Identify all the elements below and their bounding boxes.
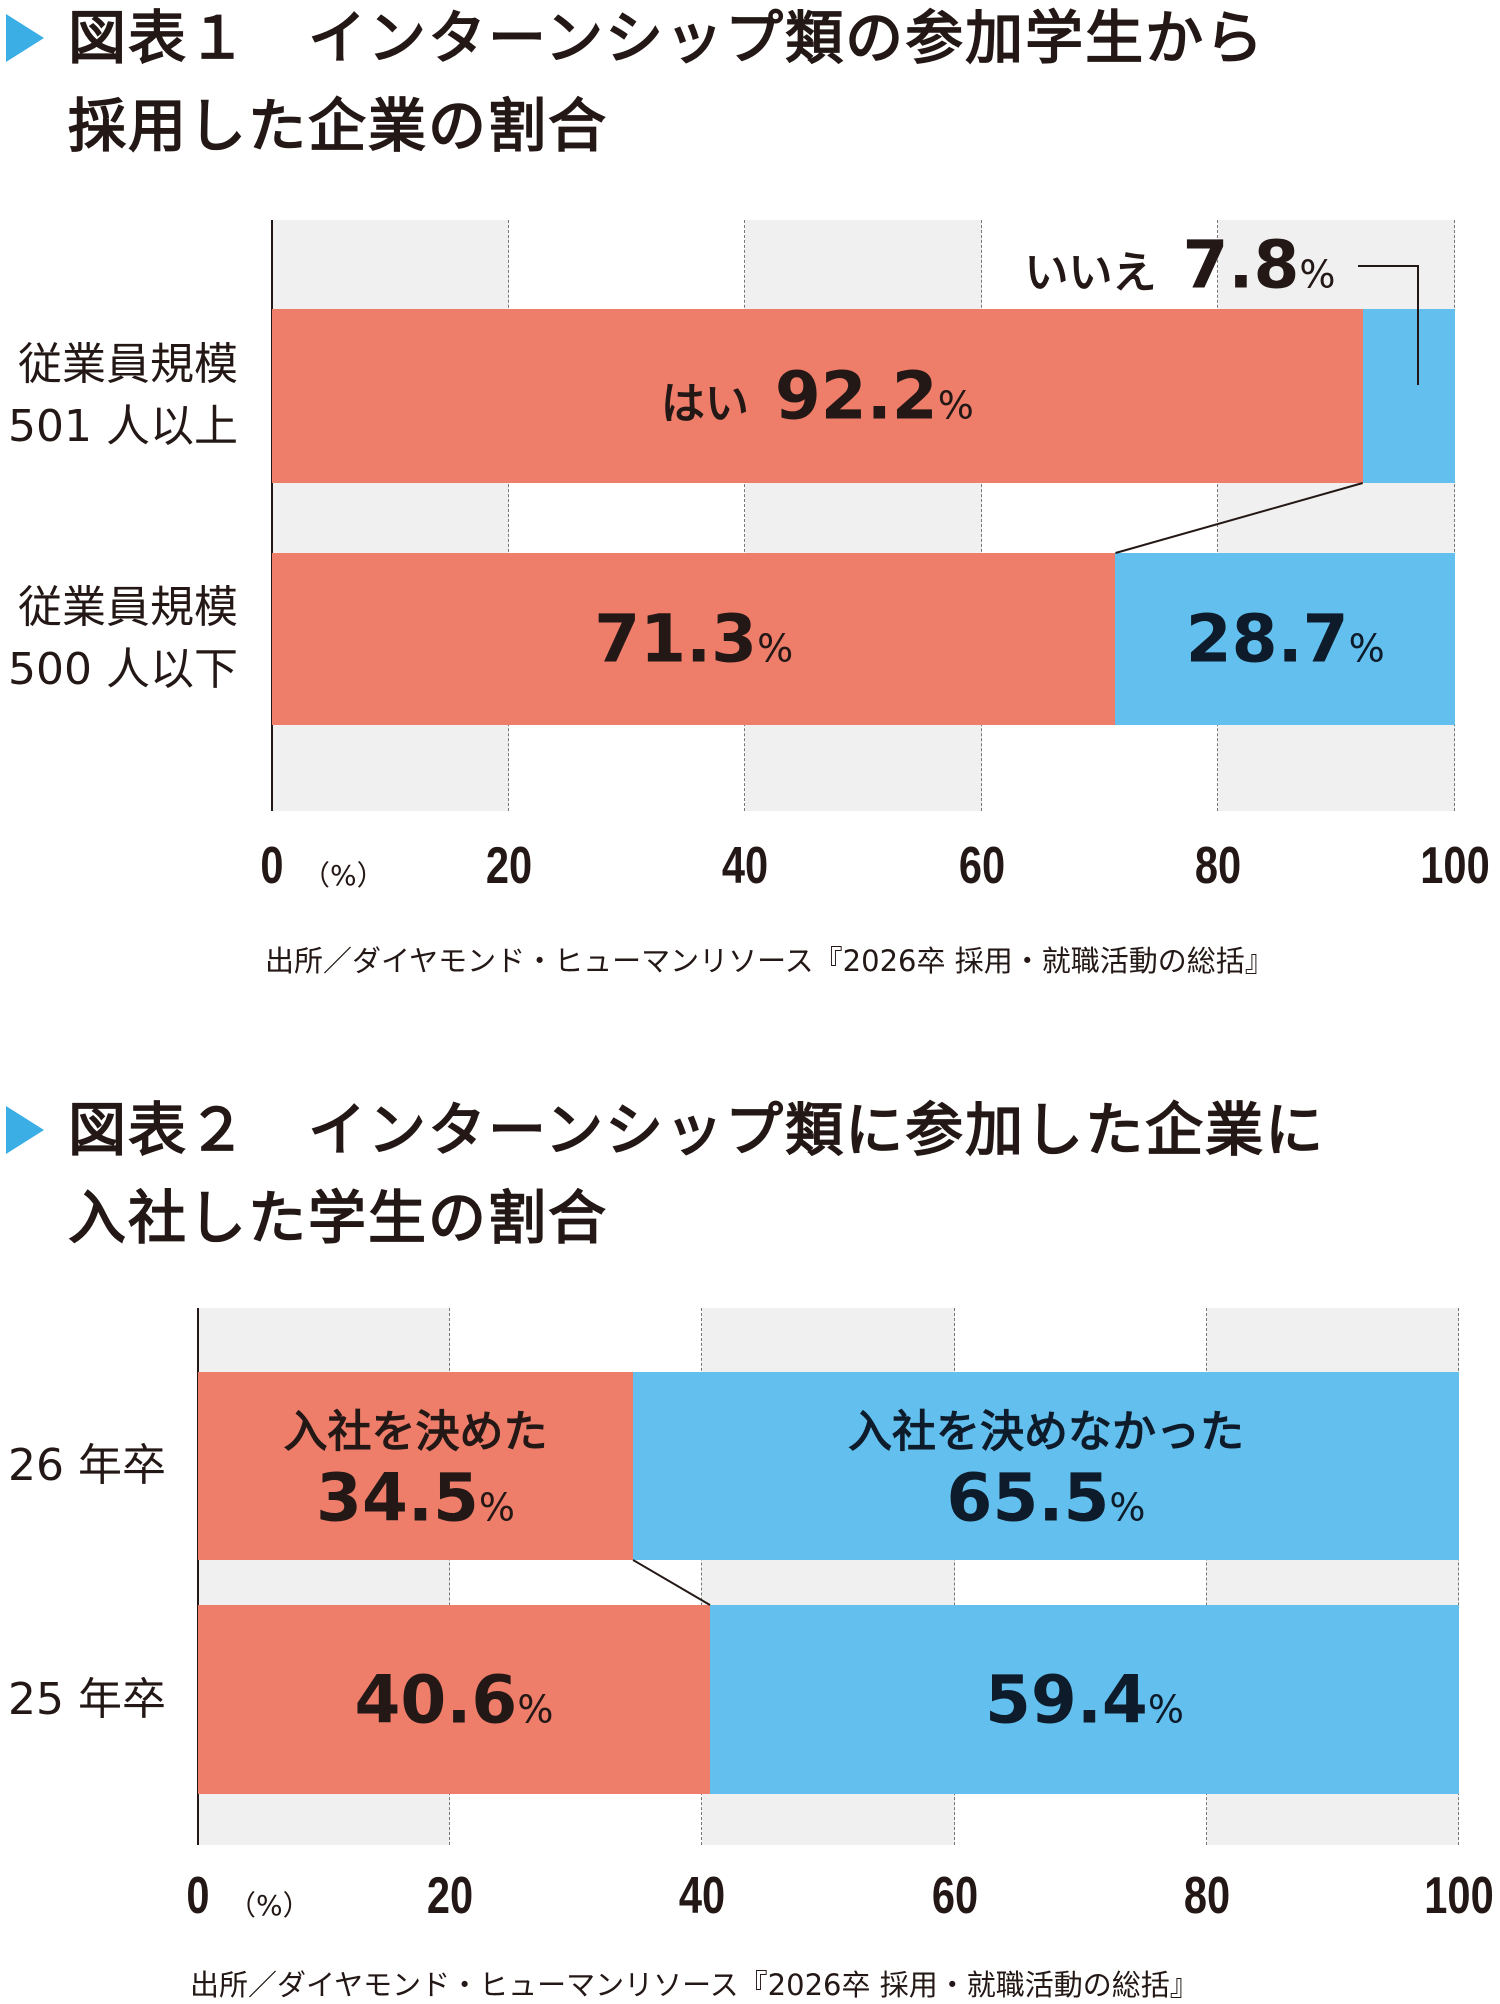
bar-yes xyxy=(198,1605,710,1794)
title-marker-icon xyxy=(6,14,44,62)
percent-sign: % xyxy=(1147,1687,1184,1731)
data-label-value: 92.2 xyxy=(774,357,938,435)
category-label: 従業員規模 501 人以上 xyxy=(0,334,238,458)
percent-sign: % xyxy=(1299,252,1336,297)
percent-sign: % xyxy=(478,1485,515,1530)
tick-label: 0 xyxy=(260,837,284,895)
tick-label: 0 xyxy=(186,1867,210,1925)
tick-label: 40 xyxy=(722,837,769,895)
category-label-line: 従業員規模 xyxy=(18,582,238,633)
data-label-name: いいえ xyxy=(1024,247,1157,299)
chart1-title-line1: 図表１ インターンシップ類の参加学生から xyxy=(68,4,1266,72)
tick-label: 80 xyxy=(1195,837,1242,895)
data-label: はい 92.2% xyxy=(661,358,974,435)
percent-sign: % xyxy=(937,383,974,428)
tick-label: 20 xyxy=(427,1867,474,1925)
bar-no xyxy=(633,1372,1459,1560)
data-label-name: 入社を決めた xyxy=(283,1406,548,1458)
gridline xyxy=(980,220,982,811)
data-label: 59.4% xyxy=(985,1661,1184,1738)
percent-sign: % xyxy=(1109,1485,1146,1530)
gridline xyxy=(449,1308,451,1845)
data-label: 入社を決めた 34.5% xyxy=(284,1396,548,1537)
tick-label: 100 xyxy=(1424,1867,1494,1925)
data-label-value: 65.5 xyxy=(946,1459,1110,1537)
bar-yes xyxy=(272,309,1363,483)
y-axis-line xyxy=(197,1308,199,1845)
data-label: 28.7% xyxy=(1186,601,1385,678)
category-label: 従業員規模 500 人以下 xyxy=(0,577,238,701)
data-label-value: 40.6 xyxy=(354,1661,518,1738)
category-label-line: 501 人以上 xyxy=(8,401,238,452)
x-unit-label: （%） xyxy=(302,859,385,892)
chart2-title: 図表２ インターンシップ類に参加した企業に 入社した学生の割合 xyxy=(68,1086,1325,1262)
tick-label: 60 xyxy=(958,837,1005,895)
category-label-line: 25 年卒 xyxy=(8,1673,166,1725)
category-label: 25 年卒 xyxy=(0,1669,166,1731)
data-label: 40.6% xyxy=(354,1661,553,1738)
tick-label: 80 xyxy=(1183,1867,1230,1925)
data-label-value: 34.5 xyxy=(316,1459,479,1537)
bar-no xyxy=(709,1605,1459,1794)
bar-no xyxy=(1362,309,1455,483)
tick-label: 100 xyxy=(1420,837,1490,895)
source-note: 出所／ダイヤモンド・ヒューマンリソース『2026卒 採用・就職活動の総括』 xyxy=(265,944,1274,978)
chart1-title-line2: 採用した企業の割合 xyxy=(68,92,609,160)
tick-label: 40 xyxy=(679,1867,726,1925)
title-marker-icon xyxy=(6,1106,44,1154)
data-label: いいえ 7.8% xyxy=(1024,227,1335,304)
category-label-line: 従業員規模 xyxy=(18,339,238,390)
category-label: 26 年卒 xyxy=(0,1435,166,1497)
data-label: 入社を決めなかった 65.5% xyxy=(848,1396,1244,1537)
chart2-title-line1: 図表２ インターンシップ類に参加した企業に xyxy=(68,1096,1326,1164)
percent-sign: % xyxy=(1348,626,1385,671)
category-label-line: 26 年卒 xyxy=(8,1440,166,1491)
gridline xyxy=(1458,1308,1459,1845)
tick-label: 60 xyxy=(931,1867,978,1925)
percent-sign: % xyxy=(757,626,794,671)
x-unit-label: （%） xyxy=(228,1889,311,1922)
gridline xyxy=(1454,220,1455,811)
gridline xyxy=(507,220,509,811)
bar-yes xyxy=(198,1372,634,1560)
chart2-title-line2: 入社した学生の割合 xyxy=(68,1184,609,1252)
category-label-line: 500 人以下 xyxy=(8,644,238,695)
data-label-name: はい xyxy=(660,378,749,430)
data-label: 71.3% xyxy=(594,601,793,678)
gridline xyxy=(953,1308,955,1845)
gridline xyxy=(1205,1308,1207,1845)
y-axis-line xyxy=(271,220,273,811)
data-label-name: 入社を決めなかった xyxy=(848,1406,1245,1458)
data-label-value: 71.3 xyxy=(594,600,758,678)
source-note: 出所／ダイヤモンド・ヒューマンリソース『2026卒 採用・就職活動の総括』 xyxy=(190,1968,1199,2002)
chart1-title: 図表１ インターンシップ類の参加学生から 採用した企業の割合 xyxy=(68,0,1265,170)
percent-sign: % xyxy=(517,1687,554,1731)
gridline xyxy=(744,220,746,811)
data-label-value: 59.4 xyxy=(984,1661,1148,1738)
bar-yes xyxy=(272,553,1116,725)
tick-label: 20 xyxy=(485,837,532,895)
data-label-value: 28.7 xyxy=(1185,600,1349,678)
bar-no xyxy=(1115,553,1455,725)
data-label-value: 7.8 xyxy=(1182,226,1300,304)
